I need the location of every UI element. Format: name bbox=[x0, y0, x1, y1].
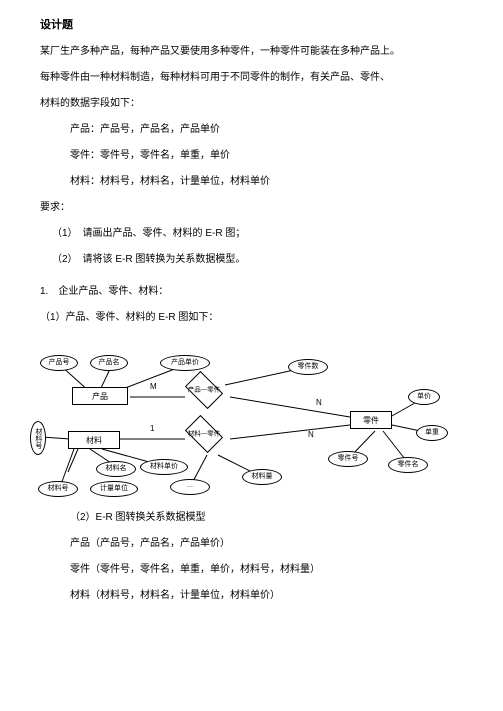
relation-material: 材料（材料号，材料名，计量单位，材料单价） bbox=[40, 589, 463, 603]
paragraph: 每种零件由一种材料制造，每种材料可用于不同零件的制作，有关产品、零件、 bbox=[40, 71, 463, 85]
cardinality-n2: N bbox=[308, 429, 314, 440]
entity-material: 材料 bbox=[68, 431, 120, 449]
answer-2-title: （2）E-R 图转换关系数据模型 bbox=[40, 511, 463, 525]
answer-1-1: （1）产品、零件、材料的 E-R 图如下： bbox=[40, 311, 463, 325]
requirement-1: （1） 请画出产品、零件、材料的 E-R 图； bbox=[40, 227, 463, 241]
er-diagram: 产品 材料 零件 产品—零件 材料—零件 产品号 产品名 产品单价 零件数 材料… bbox=[30, 337, 450, 497]
paragraph: 某厂生产多种产品，每种产品又要使用多种零件，一种零件可能装在多种产品上。 bbox=[40, 45, 463, 59]
field-product: 产品：产品号，产品名，产品单价 bbox=[40, 123, 463, 137]
relation-part: 零件（零件号，零件名，单重，单价，材料号，材料量） bbox=[40, 563, 463, 577]
cardinality-m: M bbox=[150, 381, 157, 392]
field-part: 零件：零件号，零件名，单重，单价 bbox=[40, 149, 463, 163]
paragraph: 材料的数据字段如下： bbox=[40, 97, 463, 111]
heading-design: 设计题 bbox=[40, 18, 463, 33]
entity-product: 产品 bbox=[72, 387, 128, 405]
answer-1-title: 1. 企业产品、零件、材料： bbox=[40, 285, 463, 299]
entity-part: 零件 bbox=[350, 411, 392, 429]
cardinality-1: 1 bbox=[150, 423, 154, 434]
field-material: 材料：材料号，材料名，计量单位，材料单价 bbox=[40, 175, 463, 189]
relation-product: 产品（产品号，产品名，产品单价） bbox=[40, 537, 463, 551]
requirements-title: 要求： bbox=[40, 201, 463, 215]
cardinality-n1: N bbox=[316, 397, 322, 408]
requirement-2: （2） 请将该 E-R 图转换为关系数据模型。 bbox=[40, 253, 463, 267]
